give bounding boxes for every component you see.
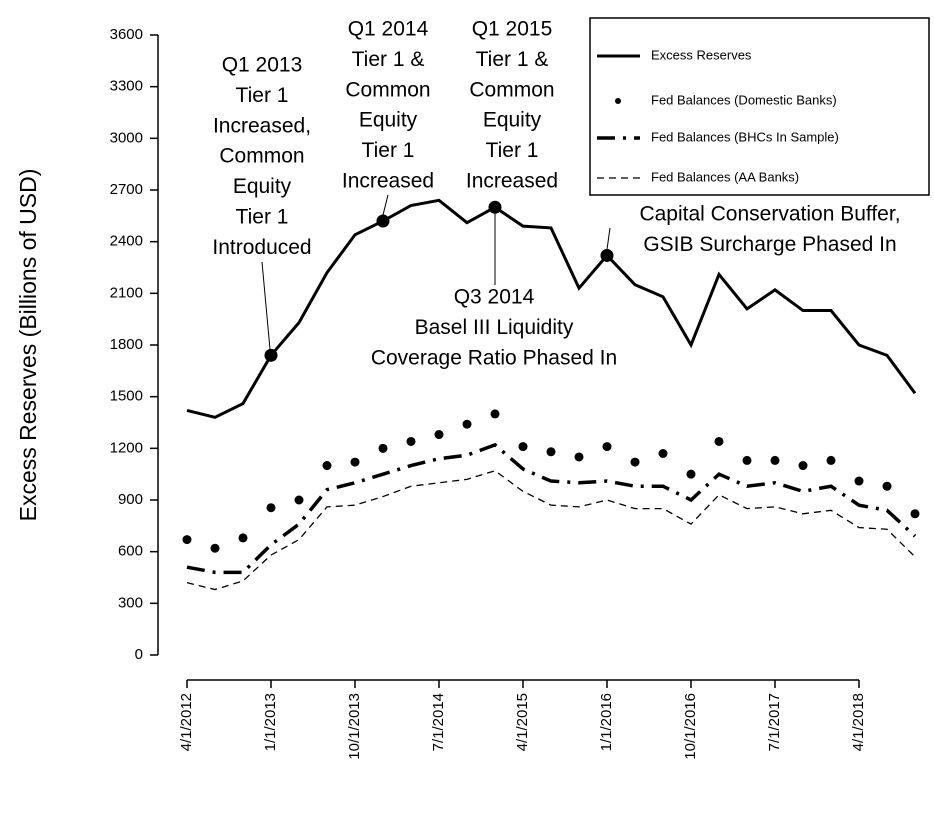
data-point [518,442,528,452]
y-tick-label: 3300 [110,78,143,95]
annotation: Q1 2014 [348,18,429,41]
series-line [186,442,917,575]
data-point [630,457,640,467]
annotation-pointer [606,227,611,250]
y-tick-label: 2100 [110,284,143,301]
legend-label: Excess Reserves [651,47,752,62]
y-tick-label: 3000 [110,129,143,146]
highlight-point [264,348,278,362]
x-tick-label: 7/1/2014 [430,693,447,751]
annotation: Equity [359,109,418,132]
data-point [462,419,472,429]
legend-swatch [615,98,621,104]
data-point [238,533,248,543]
legend-label: Fed Balances (Domestic Banks) [651,92,837,107]
annotation-pointer [382,194,389,216]
data-point [574,452,584,462]
x-tick-label: 10/1/2013 [346,693,363,760]
annotation: Increased [466,170,558,193]
annotation: Common [219,145,304,168]
data-point [378,443,388,453]
x-tick-label: 7/1/2017 [766,693,783,751]
y-tick-label: 600 [118,543,143,560]
annotation: Common [345,78,430,101]
x-tick-label: 1/1/2013 [262,693,279,751]
highlight-point [376,214,390,228]
data-point [658,449,668,458]
data-point [602,442,612,452]
annotation: Tier 1 & [352,48,425,71]
x-tick-label: 4/1/2015 [514,693,531,751]
legend-label: Fed Balances (BHCs In Sample) [651,129,839,144]
data-point [210,543,220,553]
annotation: Capital Conservation Buffer, [639,203,900,226]
y-tick-label: 1800 [110,336,143,353]
annotation: Equity [233,175,292,198]
highlight-point [488,200,502,214]
x-tick-label: 1/1/2016 [598,693,615,751]
data-point [350,457,360,467]
data-point [882,481,892,491]
annotation: Tier 1 & [476,48,549,71]
data-point [910,509,920,519]
annotation: Coverage Ratio Phased In [371,346,617,369]
data-point [266,503,276,513]
x-tick-label: 4/1/2012 [178,693,195,751]
y-tick-label: 1500 [110,388,143,405]
annotation: Tier 1 [236,84,289,107]
data-point [546,447,556,457]
data-point [686,469,696,479]
data-point [490,409,500,419]
data-point [798,461,808,471]
legend-label: Fed Balances (AA Banks) [651,169,799,184]
annotation: Increased, [213,114,311,137]
y-tick-label: 3600 [110,26,143,43]
y-tick-label: 300 [118,594,143,611]
y-tick-label: 2400 [110,233,143,250]
annotation: Q1 2015 [472,18,553,41]
annotation: Common [469,78,554,101]
annotation: GSIB Surcharge Phased In [643,233,896,256]
data-point [294,495,304,505]
x-tick-label: 4/1/2018 [850,693,867,751]
y-tick-label: 900 [118,491,143,508]
data-point [826,455,836,465]
data-point [714,436,724,446]
y-tick-label: 1200 [110,439,143,456]
annotation-pointer [261,261,271,350]
data-point [434,430,444,440]
annotation: Q1 2013 [222,54,303,77]
highlight-point [600,248,614,262]
y-axis-label: Excess Reserves (Billions of USD) [15,169,41,522]
data-point [322,461,332,471]
annotation: Tier 1 [236,206,289,229]
y-tick-label: 2700 [110,181,143,198]
data-point [854,476,864,486]
annotation: Increased [342,170,434,193]
annotation: Introduced [212,236,311,259]
series-line [186,470,916,591]
annotation: Basel III Liquidity [415,316,574,339]
data-point [182,535,192,545]
y-tick-label: 0 [135,646,143,663]
annotation: Equity [483,109,542,132]
data-point [742,455,752,465]
data-point [406,436,416,446]
series-line [186,198,917,419]
legend-box [589,17,930,196]
x-tick-label: 10/1/2016 [682,693,699,760]
data-point [770,455,780,465]
annotation: Tier 1 [362,139,415,162]
annotation: Tier 1 [486,139,539,162]
annotation: Q3 2014 [454,286,535,309]
